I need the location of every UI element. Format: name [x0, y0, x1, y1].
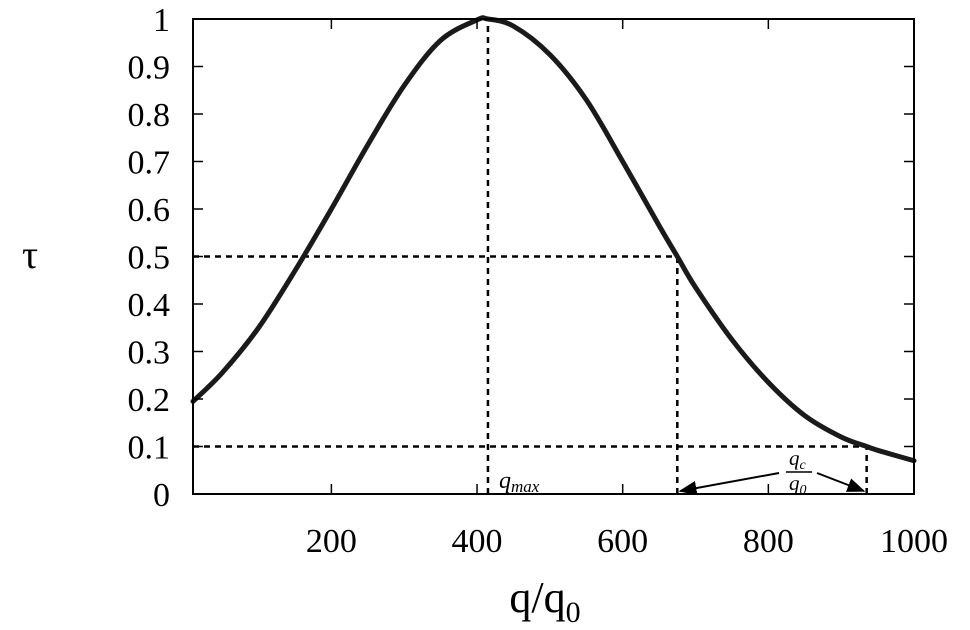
- x-tick-label: 200: [306, 523, 357, 560]
- y-tick-label: 0.1: [128, 430, 171, 467]
- x-tick-label: 1000: [880, 523, 948, 560]
- x-axis-ticks: 200 400 600 800 1000: [306, 19, 948, 560]
- y-tick-label: 0.5: [128, 240, 171, 277]
- x-axis-title-sub: 0: [566, 596, 581, 629]
- reference-lines: [193, 19, 868, 494]
- y-tick-label: 0.4: [128, 287, 171, 324]
- qc-over-q0-label: qc q0: [786, 446, 812, 498]
- arrow-to-tenth: [816, 472, 866, 492]
- y-tick-label: 0.6: [128, 192, 171, 229]
- x-axis-title: q/q0: [509, 573, 580, 629]
- svg-text:qc: qc: [789, 446, 807, 473]
- y-tick-label: 0.8: [128, 97, 171, 134]
- y-axis-title: τ: [22, 232, 38, 277]
- tau-curve: [190, 15, 917, 464]
- y-tick-label: 0: [153, 477, 170, 514]
- x-tick-label: 800: [743, 523, 794, 560]
- y-axis-ticks: 0 0.1 0.2 0.3 0.4 0.5 0.6 0.7 0.8 0.9 1: [128, 2, 914, 514]
- y-tick-label: 1: [153, 2, 170, 39]
- y-tick-label: 0.9: [128, 50, 171, 87]
- svg-text:q0: q0: [789, 471, 807, 498]
- qmax-label-sub: max: [511, 477, 540, 496]
- y-tick-label: 0.3: [128, 335, 171, 372]
- x-tick-label: 400: [452, 523, 503, 560]
- x-tick-label: 600: [597, 523, 648, 560]
- y-tick-label: 0.7: [128, 145, 171, 182]
- y-tick-label: 0.2: [128, 382, 171, 419]
- arrow-to-half-max: [678, 472, 780, 496]
- qmax-label: qmax: [499, 468, 540, 496]
